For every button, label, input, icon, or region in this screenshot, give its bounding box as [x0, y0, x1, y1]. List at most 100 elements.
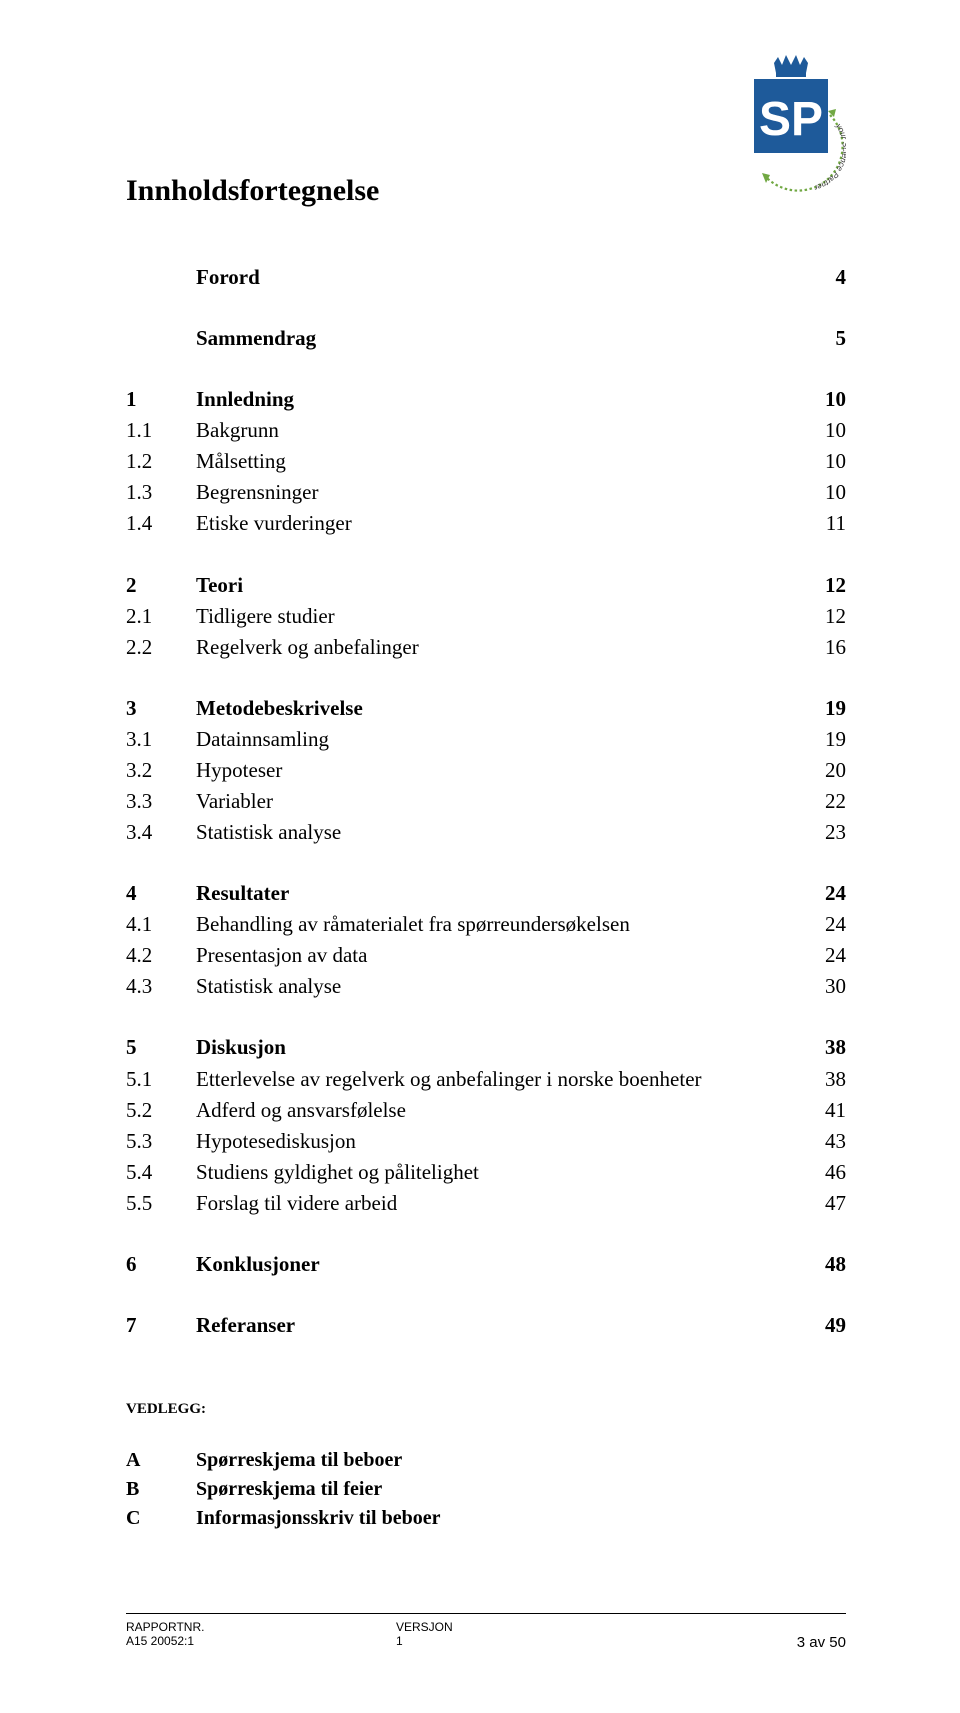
toc-label: Forord	[196, 262, 796, 293]
toc-label: Begrensninger	[196, 477, 796, 508]
toc-number: 5.5	[126, 1188, 196, 1219]
toc-label: Teori	[196, 570, 796, 601]
toc-label: Presentasjon av data	[196, 940, 796, 971]
footer-version-header: VERSJON	[396, 1620, 696, 1634]
toc-number: 5	[126, 1032, 196, 1063]
toc-label: Studiens gyldighet og pålitelighet	[196, 1157, 796, 1188]
footer-col-report: RAPPORTNR. A15 20052:1	[126, 1620, 396, 1651]
vedlegg-label: Spørreskjema til beboer	[196, 1446, 402, 1475]
footer-report-value: A15 20052:1	[126, 1634, 396, 1648]
toc-label: Tidligere studier	[196, 601, 796, 632]
toc-number: 1.2	[126, 446, 196, 477]
toc-label: Sammendrag	[196, 323, 796, 354]
toc-page: 30	[796, 971, 846, 1002]
toc-page: 38	[796, 1032, 846, 1063]
toc-page: 43	[796, 1126, 846, 1157]
toc-number: 3.4	[126, 817, 196, 848]
toc-page: 46	[796, 1157, 846, 1188]
toc-page: 5	[796, 323, 846, 354]
toc-number: 1.4	[126, 508, 196, 539]
toc-number: 3	[126, 693, 196, 724]
toc-page: 16	[796, 632, 846, 663]
toc-number: 4.2	[126, 940, 196, 971]
toc-row: 5Diskusjon38	[126, 1032, 846, 1063]
toc-section: 3Metodebeskrivelse193.1Datainnsamling193…	[126, 693, 846, 848]
toc-row: 4.2Presentasjon av data24	[126, 940, 846, 971]
toc-section: 5Diskusjon385.1Etterlevelse av regelverk…	[126, 1032, 846, 1218]
page-content: SP your Science Partner Innholdsfortegne…	[126, 70, 846, 1533]
toc-row: 5.2Adferd og ansvarsfølelse41	[126, 1095, 846, 1126]
toc-row: 4.1Behandling av råmaterialet fra spørre…	[126, 909, 846, 940]
footer-page-value: 3 av 50	[696, 1634, 846, 1651]
toc-row: 4Resultater24	[126, 878, 846, 909]
toc-row: 6Konklusjoner48	[126, 1249, 846, 1280]
toc-label: Statistisk analyse	[196, 817, 796, 848]
toc-row: 1.2Målsetting10	[126, 446, 846, 477]
toc-number	[126, 323, 196, 354]
toc: Forord4Sammendrag51Innledning101.1Bakgru…	[126, 262, 846, 1341]
toc-label: Metodebeskrivelse	[196, 693, 796, 724]
toc-number: 5.4	[126, 1157, 196, 1188]
toc-page: 49	[796, 1310, 846, 1341]
toc-number: 4	[126, 878, 196, 909]
toc-row: 5.4Studiens gyldighet og pålitelighet46	[126, 1157, 846, 1188]
vedlegg-header: VEDLEGG:	[126, 1401, 846, 1418]
toc-page: 38	[796, 1064, 846, 1095]
toc-number: 2.2	[126, 632, 196, 663]
toc-label: Behandling av råmaterialet fra spørreund…	[196, 909, 796, 940]
toc-page: 4	[796, 262, 846, 293]
toc-page: 12	[796, 601, 846, 632]
toc-label: Regelverk og anbefalinger	[196, 632, 796, 663]
vedlegg-section: VEDLEGG: ASpørreskjema til beboerBSpørre…	[126, 1401, 846, 1533]
footer-divider	[126, 1613, 846, 1614]
toc-row: 1Innledning10	[126, 384, 846, 415]
toc-number: 2.1	[126, 601, 196, 632]
toc-page: 20	[796, 755, 846, 786]
toc-label: Statistisk analyse	[196, 971, 796, 1002]
toc-label: Diskusjon	[196, 1032, 796, 1063]
toc-number	[126, 262, 196, 293]
toc-row: 1.1Bakgrunn10	[126, 415, 846, 446]
footer-col-version: VERSJON 1	[396, 1620, 696, 1651]
toc-number: 5.3	[126, 1126, 196, 1157]
footer-version-value: 1	[396, 1634, 696, 1648]
toc-label: Innledning	[196, 384, 796, 415]
toc-section: Sammendrag5	[126, 323, 846, 354]
vedlegg-row: BSpørreskjema til feier	[126, 1475, 846, 1504]
toc-row: Sammendrag5	[126, 323, 846, 354]
page-footer: RAPPORTNR. A15 20052:1 VERSJON 1 3 av 50	[126, 1613, 846, 1651]
toc-label: Variabler	[196, 786, 796, 817]
toc-page: 10	[796, 446, 846, 477]
toc-row: 5.5Forslag til videre arbeid47	[126, 1188, 846, 1219]
vedlegg-letter: A	[126, 1446, 196, 1475]
toc-page: 23	[796, 817, 846, 848]
toc-number: 5.1	[126, 1064, 196, 1095]
toc-section: 4Resultater244.1Behandling av råmaterial…	[126, 878, 846, 1002]
toc-number: 4.1	[126, 909, 196, 940]
toc-row: 1.3Begrensninger10	[126, 477, 846, 508]
toc-page: 22	[796, 786, 846, 817]
toc-page: 11	[796, 508, 846, 539]
toc-number: 3.2	[126, 755, 196, 786]
toc-row: 3.2Hypoteser20	[126, 755, 846, 786]
crown-icon	[774, 55, 808, 77]
toc-number: 3.3	[126, 786, 196, 817]
toc-row: Forord4	[126, 262, 846, 293]
toc-row: 2.2Regelverk og anbefalinger16	[126, 632, 846, 663]
toc-section: 2Teori122.1Tidligere studier122.2Regelve…	[126, 570, 846, 663]
toc-page: 24	[796, 940, 846, 971]
toc-row: 1.4Etiske vurderinger11	[126, 508, 846, 539]
toc-label: Resultater	[196, 878, 796, 909]
toc-label: Etiske vurderinger	[196, 508, 796, 539]
logo-text: SP	[759, 93, 823, 146]
toc-label: Konklusjoner	[196, 1249, 796, 1280]
toc-row: 3.4Statistisk analyse23	[126, 817, 846, 848]
toc-page: 47	[796, 1188, 846, 1219]
toc-page: 19	[796, 724, 846, 755]
toc-page: 10	[796, 415, 846, 446]
toc-row: 2Teori12	[126, 570, 846, 601]
toc-row: 3.1Datainnsamling19	[126, 724, 846, 755]
toc-section: 6Konklusjoner48	[126, 1249, 846, 1280]
toc-page: 41	[796, 1095, 846, 1126]
toc-number: 4.3	[126, 971, 196, 1002]
